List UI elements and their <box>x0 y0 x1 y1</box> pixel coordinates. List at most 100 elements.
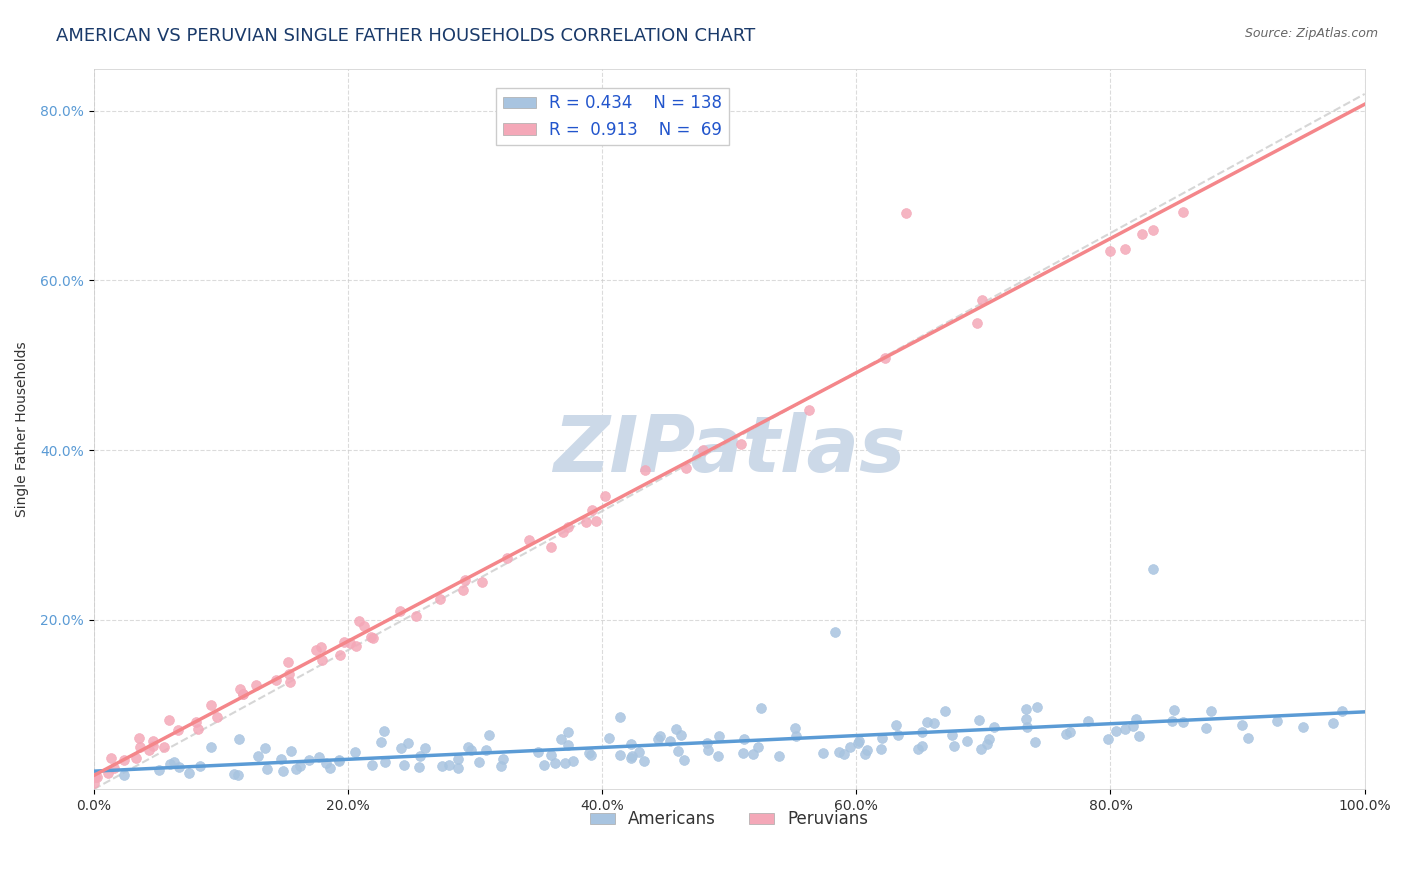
Point <box>1014 712 1036 726</box>
Point <box>526 745 548 759</box>
Point <box>870 742 893 756</box>
Point <box>353 619 375 633</box>
Point <box>141 734 163 748</box>
Point <box>125 751 148 765</box>
Point <box>389 740 412 755</box>
Point <box>575 515 598 529</box>
Point <box>159 757 181 772</box>
Point <box>344 640 367 654</box>
Point <box>163 756 186 770</box>
Point <box>370 735 392 749</box>
Point <box>152 740 174 755</box>
Point <box>245 678 267 692</box>
Point <box>349 615 371 629</box>
Point <box>585 514 607 528</box>
Point <box>579 748 602 763</box>
Point <box>328 754 350 768</box>
Point <box>83 767 105 781</box>
Point <box>142 739 165 753</box>
Point <box>343 745 366 759</box>
Point <box>707 729 730 743</box>
Point <box>1160 714 1182 728</box>
Point <box>1163 703 1185 717</box>
Point <box>672 753 695 767</box>
Point <box>200 698 222 713</box>
Point <box>298 753 321 767</box>
Point <box>1014 702 1036 716</box>
Point <box>1142 562 1164 576</box>
Point <box>665 722 688 736</box>
Point <box>1114 242 1136 256</box>
Point <box>557 725 579 739</box>
Point <box>659 733 682 747</box>
Point <box>103 761 125 775</box>
Point <box>453 583 475 598</box>
Point <box>1330 704 1353 718</box>
Point <box>333 635 356 649</box>
Point <box>983 720 1005 734</box>
Point <box>373 724 395 739</box>
Point <box>593 489 616 503</box>
Point <box>429 591 451 606</box>
Point <box>179 766 201 780</box>
Point <box>848 736 870 750</box>
Point <box>970 293 993 308</box>
Point <box>1026 700 1049 714</box>
Point <box>634 463 657 477</box>
Point <box>742 747 765 761</box>
Point <box>1097 732 1119 747</box>
Point <box>247 748 270 763</box>
Point <box>128 731 150 746</box>
Point <box>540 540 562 554</box>
Point <box>100 751 122 765</box>
Point <box>83 776 105 790</box>
Point <box>264 673 287 687</box>
Point <box>308 750 330 764</box>
Point <box>557 520 579 534</box>
Point <box>675 460 697 475</box>
Point <box>785 729 807 743</box>
Point <box>578 747 600 761</box>
Point <box>669 728 692 742</box>
Point <box>832 747 855 761</box>
Point <box>457 739 479 754</box>
Point <box>550 731 572 746</box>
Point <box>1059 725 1081 739</box>
Point <box>1114 723 1136 737</box>
Point <box>409 748 432 763</box>
Point <box>553 524 575 539</box>
Point <box>533 757 555 772</box>
Point <box>439 758 461 772</box>
Point <box>707 749 730 764</box>
Point <box>1173 205 1195 219</box>
Point <box>361 632 384 646</box>
Point <box>922 715 945 730</box>
Point <box>1077 714 1099 729</box>
Point <box>278 675 301 690</box>
Point <box>915 714 938 729</box>
Point <box>650 729 672 743</box>
Point <box>468 755 491 769</box>
Point <box>278 666 301 681</box>
Point <box>853 747 876 761</box>
Point <box>609 709 631 723</box>
Point <box>413 740 436 755</box>
Point <box>277 655 299 669</box>
Legend: Americans, Peruvians: Americans, Peruvians <box>583 804 876 835</box>
Point <box>956 734 979 748</box>
Point <box>870 731 893 745</box>
Point <box>1322 715 1344 730</box>
Point <box>311 653 333 667</box>
Point <box>374 755 396 769</box>
Point <box>911 725 934 739</box>
Point <box>620 737 643 751</box>
Point <box>543 756 565 771</box>
Point <box>562 755 585 769</box>
Point <box>129 739 152 754</box>
Point <box>783 721 806 735</box>
Point <box>1265 714 1288 729</box>
Point <box>280 744 302 758</box>
Point <box>554 756 576 770</box>
Point <box>967 713 990 727</box>
Point <box>697 743 720 757</box>
